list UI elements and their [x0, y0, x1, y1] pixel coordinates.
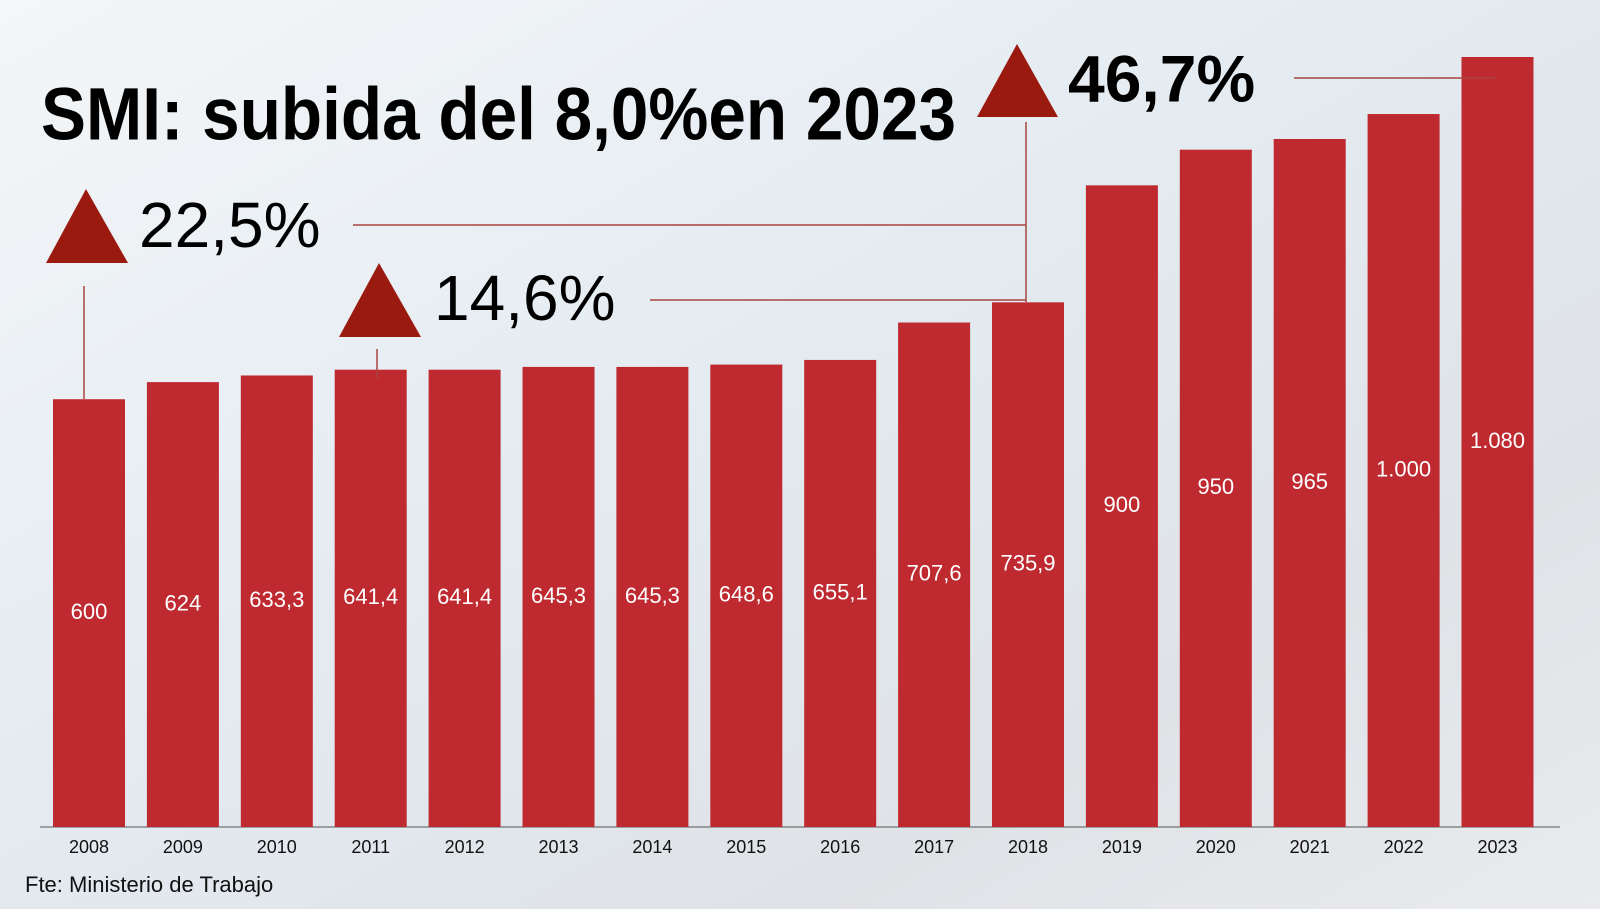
bar [898, 322, 971, 827]
chart-title: SMI: subida del 8,0%en 2023 [41, 73, 956, 156]
bar [1273, 138, 1346, 828]
value-label: 641,4 [343, 584, 398, 609]
value-label: 645,3 [531, 583, 586, 608]
bar [1085, 185, 1158, 828]
x-tick-label: 2012 [445, 837, 485, 857]
annotation: 46,7% [1068, 41, 1255, 115]
x-tick-label: 2008 [69, 837, 109, 857]
x-tick-label: 2015 [726, 837, 766, 857]
x-tick-label: 2020 [1196, 837, 1236, 857]
value-label: 707,6 [907, 561, 962, 586]
bar [1461, 57, 1534, 827]
value-label: 641,4 [437, 584, 492, 609]
value-label: 645,3 [625, 583, 680, 608]
value-label: 965 [1291, 469, 1328, 494]
x-tick-label: 2021 [1290, 837, 1330, 857]
x-tick-label: 2019 [1102, 837, 1142, 857]
triangle-icon [46, 189, 128, 263]
bar [53, 399, 125, 827]
x-tick-label: 2010 [257, 837, 297, 857]
bar [710, 364, 783, 827]
value-label: 1.000 [1376, 456, 1431, 481]
value-label: 950 [1197, 474, 1234, 499]
bar [334, 369, 407, 827]
bar [240, 375, 313, 827]
bar [146, 382, 219, 827]
annotation: 22,5% [139, 189, 320, 261]
value-label: 1.080 [1470, 428, 1525, 453]
bar [522, 366, 595, 827]
x-tick-label: 2022 [1384, 837, 1424, 857]
x-tick-label: 2017 [914, 837, 954, 857]
x-tick-label: 2018 [1008, 837, 1048, 857]
x-tick-label: 2016 [820, 837, 860, 857]
value-label: 600 [71, 599, 108, 624]
x-tick-label: 2013 [538, 837, 578, 857]
bar [1179, 149, 1252, 827]
value-label: 900 [1104, 492, 1141, 517]
annotation: 14,6% [434, 262, 615, 334]
value-label: 624 [165, 590, 202, 615]
bar [992, 302, 1064, 827]
bar [428, 369, 501, 827]
value-label: 655,1 [813, 579, 868, 604]
value-label: 633,3 [249, 587, 304, 612]
x-tick-label: 2011 [351, 837, 390, 857]
value-label: 648,6 [719, 582, 774, 607]
triangle-icon [977, 44, 1058, 117]
bar [616, 366, 689, 827]
source-note: Fte: Ministerio de Trabajo [25, 872, 273, 897]
triangle-icon [339, 263, 421, 337]
x-tick-label: 2009 [163, 837, 203, 857]
bar [1367, 114, 1440, 827]
x-tick-label: 2014 [632, 837, 672, 857]
bar [804, 359, 877, 827]
value-label: 735,9 [1000, 550, 1055, 575]
x-tick-label: 2023 [1477, 837, 1517, 857]
